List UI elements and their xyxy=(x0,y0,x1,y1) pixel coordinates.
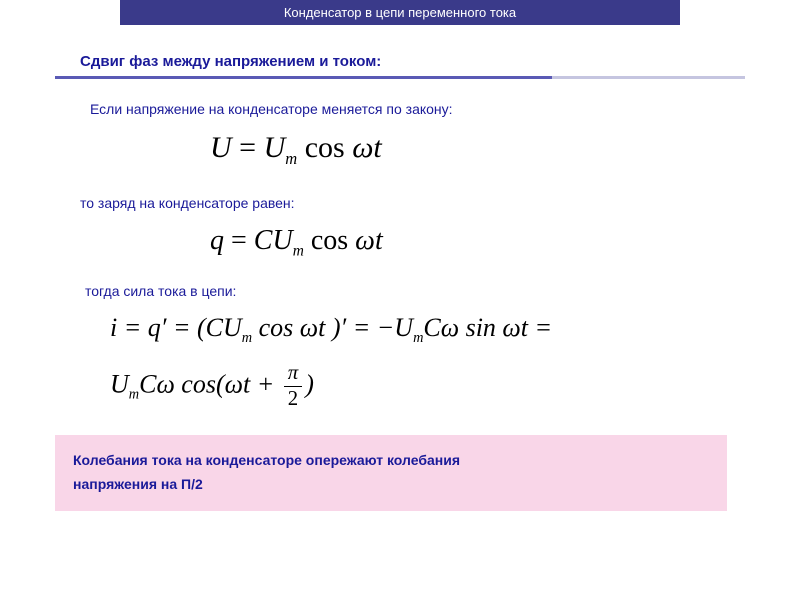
eq3-sub2: m xyxy=(413,330,423,346)
conclusion-line-2: напряжения на П/2 xyxy=(73,473,709,497)
formula-voltage: U = Um cos ωt xyxy=(210,131,800,169)
eq4-p3: ) xyxy=(305,369,314,398)
eq2-sub-m: m xyxy=(293,243,304,260)
eq4-frac-den: 2 xyxy=(284,387,302,410)
slide-banner: Конденсатор в цепи переменного тока xyxy=(120,0,680,25)
eq2-omega: ω xyxy=(355,225,375,256)
formula-charge: q = CUm cos ωt xyxy=(210,225,800,261)
divider-line xyxy=(55,76,745,79)
eq1-Um: U xyxy=(264,131,286,164)
eq1-eq: = xyxy=(232,131,264,164)
eq3-p1: i = q′ = (CU xyxy=(110,313,242,342)
intro-line-2: то заряд на конденсаторе равен: xyxy=(80,195,800,211)
intro-line-1: Если напряжение на конденсаторе меняется… xyxy=(90,101,800,117)
eq4-frac-num: π xyxy=(284,363,302,387)
eq2-cos: cos xyxy=(304,225,355,256)
eq2-lhs: q xyxy=(210,225,224,256)
eq2-C: C xyxy=(254,225,273,256)
intro-1-text: Если напряжение на конденсаторе меняется… xyxy=(90,101,453,117)
eq2-eq: = xyxy=(224,225,254,256)
eq1-lhs: U xyxy=(210,131,232,164)
eq1-sub-m: m xyxy=(285,149,297,168)
eq1-t: t xyxy=(373,131,381,164)
eq4-sub1: m xyxy=(129,386,139,402)
eq3-p3: Cω sin ωt = xyxy=(423,313,552,342)
formula-current-phase: UmCω cos(ωt + π2) xyxy=(110,363,800,410)
intro-2-text: то заряд на конденсаторе равен: xyxy=(80,195,295,211)
subtitle-text: Сдвиг фаз между напряжением и током: xyxy=(80,53,381,70)
intro-3-text: тогда сила тока в цепи: xyxy=(85,283,236,299)
eq3-sub1: m xyxy=(242,330,252,346)
eq4-p1: U xyxy=(110,369,129,398)
eq1-cos: cos xyxy=(297,131,352,164)
eq4-p2: Cω cos(ωt + xyxy=(139,369,281,398)
eq2-U: U xyxy=(272,225,292,256)
conclusion-box: Колебания тока на конденсаторе опережают… xyxy=(55,435,727,511)
banner-text: Конденсатор в цепи переменного тока xyxy=(284,5,516,20)
conclusion-line-1: Колебания тока на конденсаторе опережают… xyxy=(73,449,709,473)
eq3-p2: cos ωt )′ = −U xyxy=(252,313,413,342)
intro-line-3: тогда сила тока в цепи: xyxy=(85,283,800,299)
eq1-omega: ω xyxy=(352,131,373,164)
eq2-t: t xyxy=(375,225,383,256)
subtitle: Сдвиг фаз между напряжением и током: xyxy=(80,53,800,70)
eq4-fraction: π2 xyxy=(284,363,302,410)
formula-current-deriv: i = q′ = (CUm cos ωt )′ = −UmCω sin ωt = xyxy=(110,313,800,347)
